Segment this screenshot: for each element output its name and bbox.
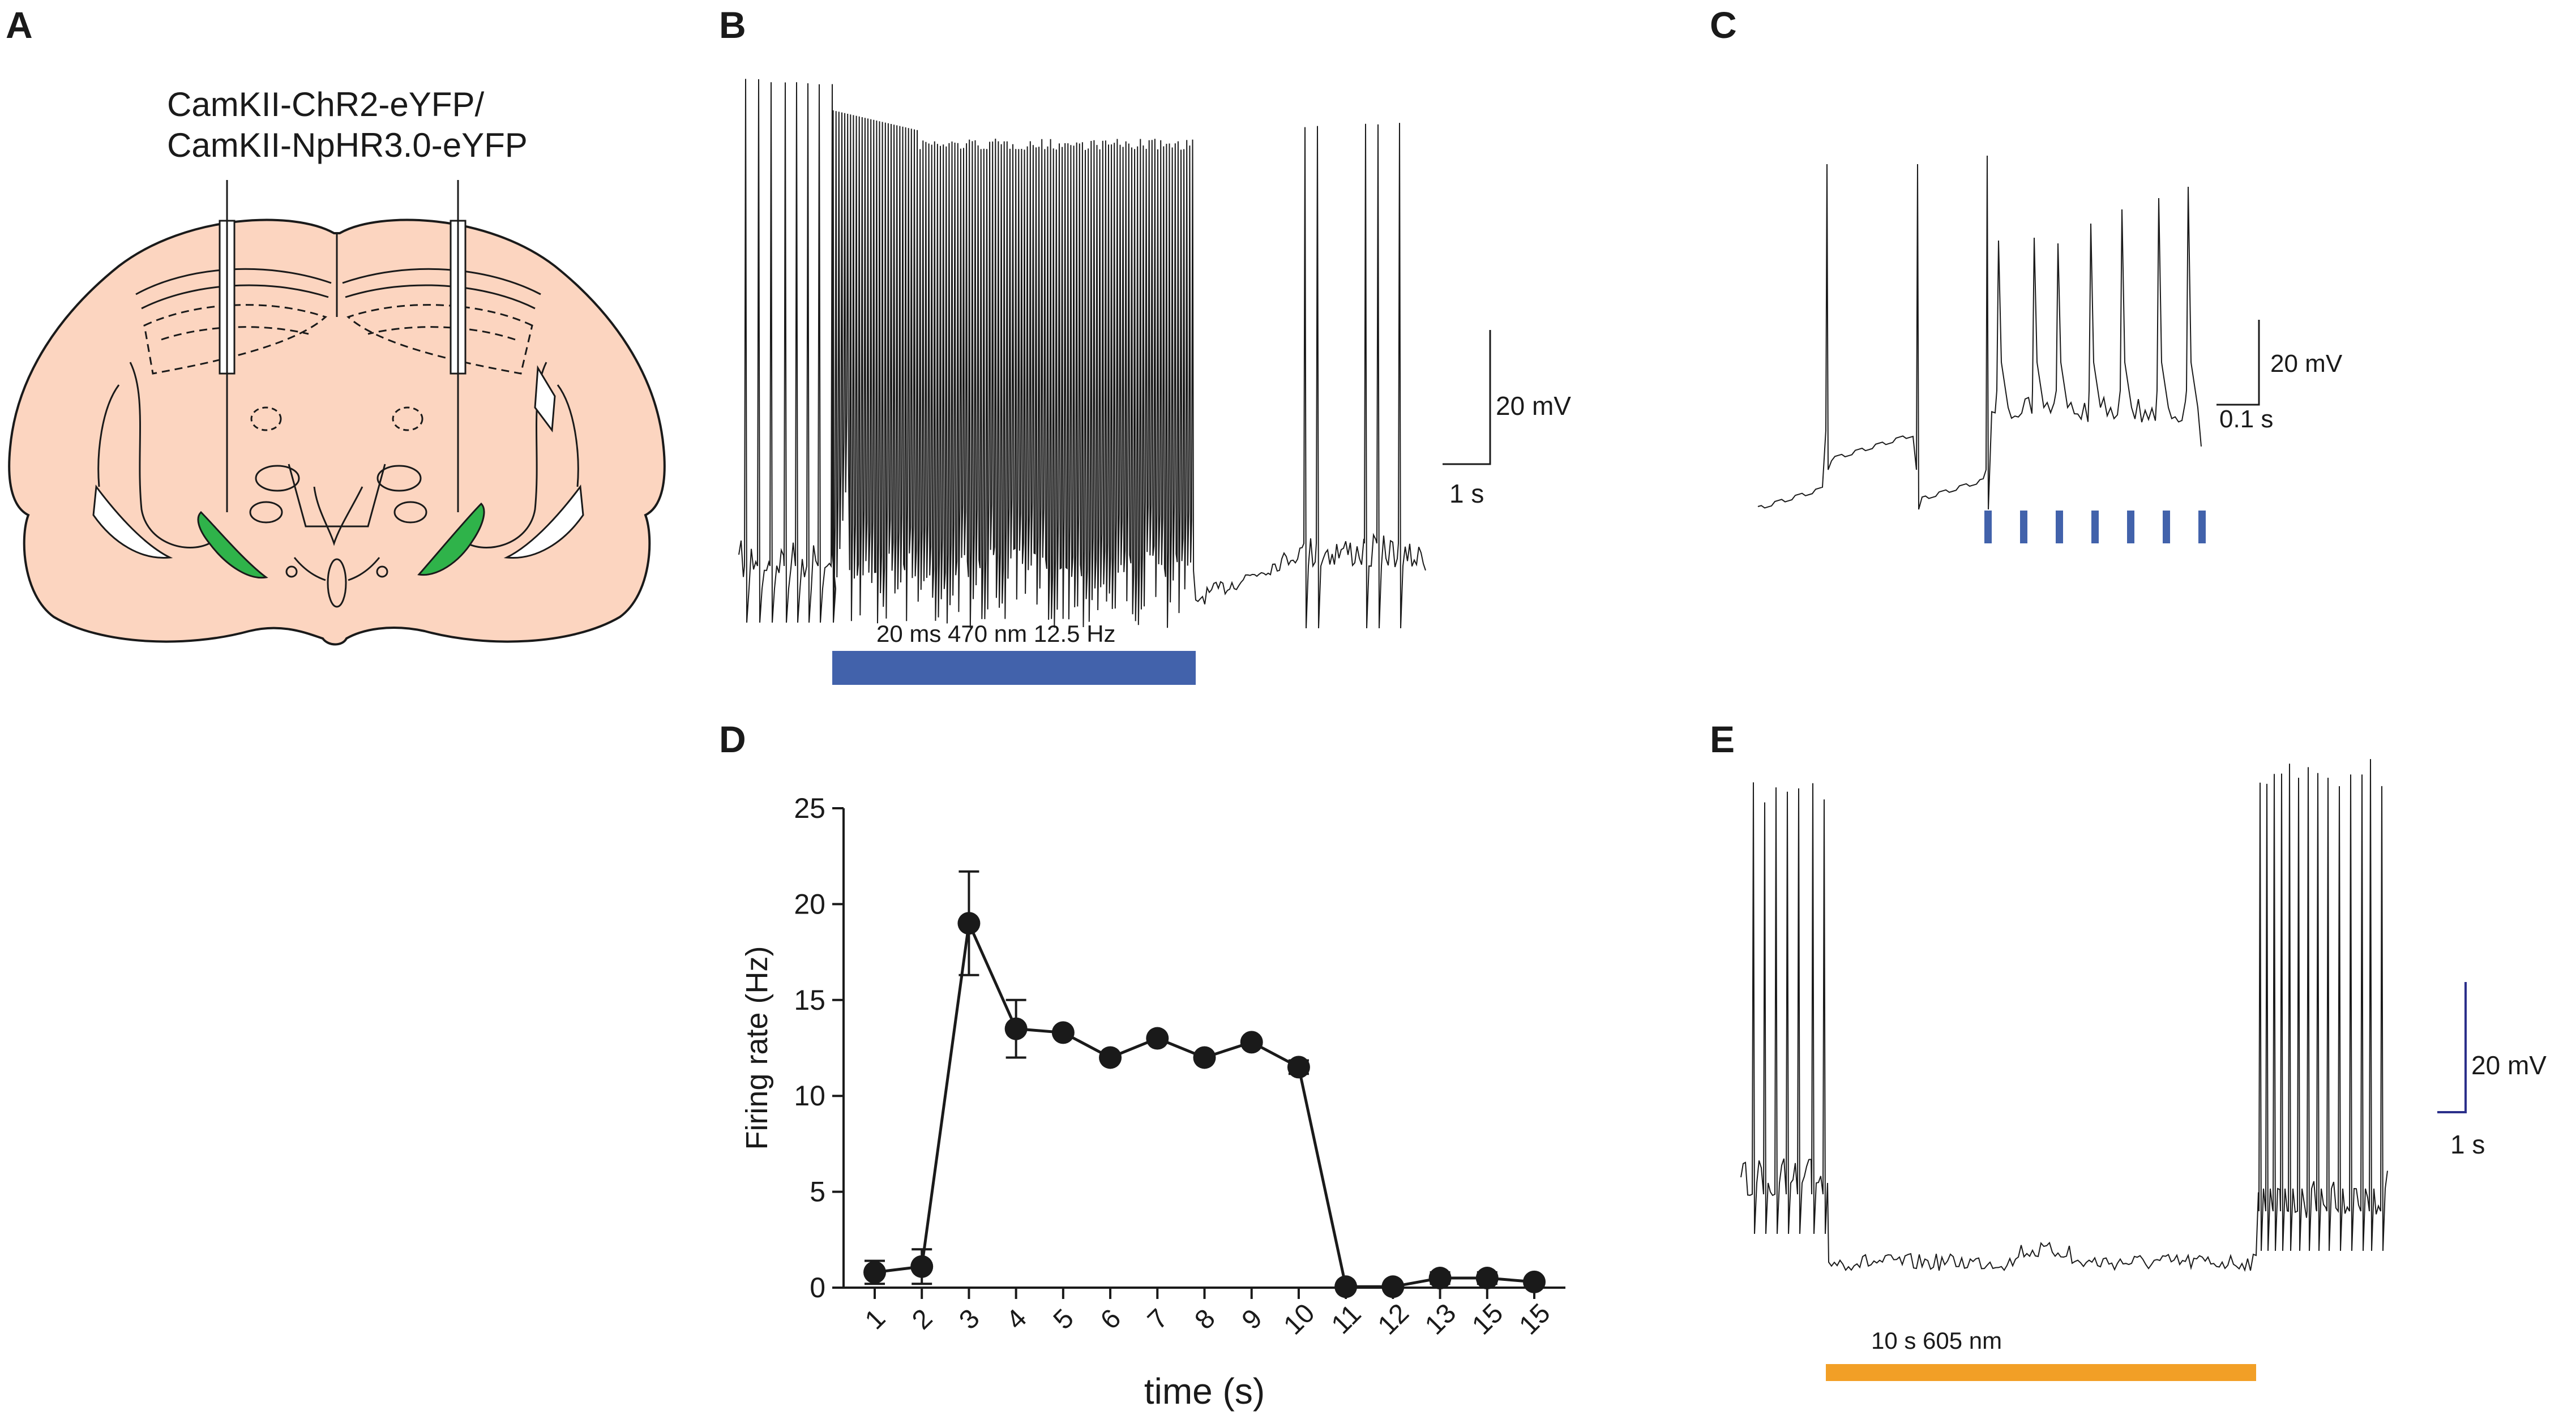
data-point xyxy=(1240,1031,1263,1054)
virus-label-line1: CamKII-ChR2-eYFP/ xyxy=(167,85,485,123)
x-tick-label: 3 xyxy=(953,1303,985,1335)
data-point xyxy=(863,1260,886,1284)
x-axis-label: time (s) xyxy=(1144,1371,1265,1412)
x-tick-label: 10 xyxy=(1278,1298,1320,1340)
panel-label-a: A xyxy=(6,4,33,46)
c-light-pulse xyxy=(2020,511,2027,543)
panel-label-b: B xyxy=(719,4,746,46)
e-scale-voltage: 20 mV xyxy=(2471,1050,2547,1080)
y-tick-label: 25 xyxy=(794,792,825,824)
c-light-pulse xyxy=(1984,511,1992,543)
x-tick-label: 1 xyxy=(859,1303,891,1335)
data-point xyxy=(1146,1027,1169,1050)
right-white-matter xyxy=(503,484,584,559)
left-injection-site xyxy=(197,511,268,579)
data-point xyxy=(1193,1046,1216,1069)
c-light-pulse xyxy=(2056,511,2063,543)
x-tick-label: 4 xyxy=(1001,1303,1033,1335)
data-point xyxy=(1475,1267,1499,1290)
b-scale-time: 1 s xyxy=(1449,479,1484,508)
c-scale-voltage: 20 mV xyxy=(2270,350,2343,378)
c-light-pulse xyxy=(2198,511,2206,543)
data-point xyxy=(1051,1021,1075,1044)
c-light-pulse xyxy=(2163,511,2170,543)
x-tick-label: 11 xyxy=(1326,1299,1367,1340)
e-scale-bar xyxy=(2437,982,2467,1113)
x-tick-label: 13 xyxy=(1419,1298,1462,1340)
c-light-pulse xyxy=(2127,511,2134,543)
e-stim-label: 10 s 605 nm xyxy=(1871,1327,2002,1354)
e-membrane-trace xyxy=(1740,759,2388,1272)
panel-label-d: D xyxy=(719,718,746,760)
brain-outline xyxy=(8,218,666,646)
x-tick-label: 15 xyxy=(1513,1298,1556,1340)
data-point xyxy=(1287,1056,1310,1079)
left-white-matter xyxy=(92,484,173,559)
data-point xyxy=(957,912,981,935)
x-tick-label: 9 xyxy=(1236,1303,1268,1335)
data-point xyxy=(1334,1275,1358,1298)
b-membrane-trace xyxy=(738,79,1426,629)
y-axis-label: Firing rate (Hz) xyxy=(740,946,774,1150)
brain-internal-lines xyxy=(97,233,579,608)
y-tick-label: 20 xyxy=(794,888,825,920)
data-point xyxy=(1523,1270,1546,1293)
b-scale-bar xyxy=(1443,330,1491,465)
x-tick-label: 6 xyxy=(1095,1303,1127,1335)
e-stim-bar xyxy=(1826,1364,2256,1381)
x-tick-label: 2 xyxy=(906,1303,938,1335)
x-tick-label: 8 xyxy=(1189,1303,1221,1335)
x-tick-label: 15 xyxy=(1466,1298,1509,1340)
data-point xyxy=(1099,1046,1122,1069)
c-membrane-trace xyxy=(1757,155,2202,510)
b-scale-voltage: 20 mV xyxy=(1496,391,1571,421)
y-tick-label: 5 xyxy=(810,1176,825,1208)
right-injection-site xyxy=(417,502,485,576)
panel-label-e: E xyxy=(1710,718,1735,760)
e-scale-time: 1 s xyxy=(2450,1130,2485,1159)
c-scale-bar xyxy=(2216,320,2260,406)
data-point xyxy=(910,1255,934,1278)
c-scale-time: 0.1 s xyxy=(2219,405,2274,433)
y-tick-label: 15 xyxy=(794,984,825,1016)
b-stim-label: 20 ms 470 nm 12.5 Hz xyxy=(876,620,1116,647)
data-point xyxy=(1004,1017,1028,1040)
panel-label-c: C xyxy=(1710,4,1737,46)
data-point xyxy=(1428,1267,1452,1290)
y-tick-label: 10 xyxy=(794,1080,825,1112)
y-tick-label: 0 xyxy=(810,1272,825,1303)
c-light-pulse xyxy=(2091,511,2099,543)
x-tick-label: 5 xyxy=(1048,1303,1080,1335)
x-tick-label: 7 xyxy=(1142,1303,1174,1335)
x-tick-label: 12 xyxy=(1372,1298,1415,1340)
data-point xyxy=(1381,1275,1405,1298)
series-line xyxy=(874,918,1535,1288)
b-stim-bar xyxy=(832,651,1196,685)
virus-label-line2: CamKII-NpHR3.0-eYFP xyxy=(167,126,528,164)
brain-section-diagram xyxy=(8,180,666,646)
